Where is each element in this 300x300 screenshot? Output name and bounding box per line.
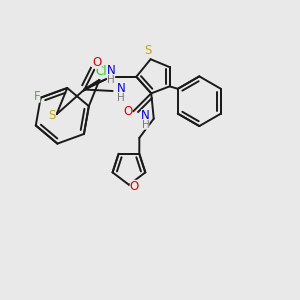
Text: N: N [117,82,125,95]
Text: Cl: Cl [95,65,107,78]
Text: S: S [144,44,151,57]
Text: H: H [107,75,115,85]
Text: S: S [49,109,56,122]
Text: N: N [141,109,150,122]
Text: O: O [93,56,102,69]
Text: F: F [34,90,40,103]
Text: O: O [123,105,133,118]
Text: H: H [142,120,149,130]
Text: N: N [106,64,115,77]
Text: H: H [117,92,125,103]
Text: O: O [130,180,139,193]
